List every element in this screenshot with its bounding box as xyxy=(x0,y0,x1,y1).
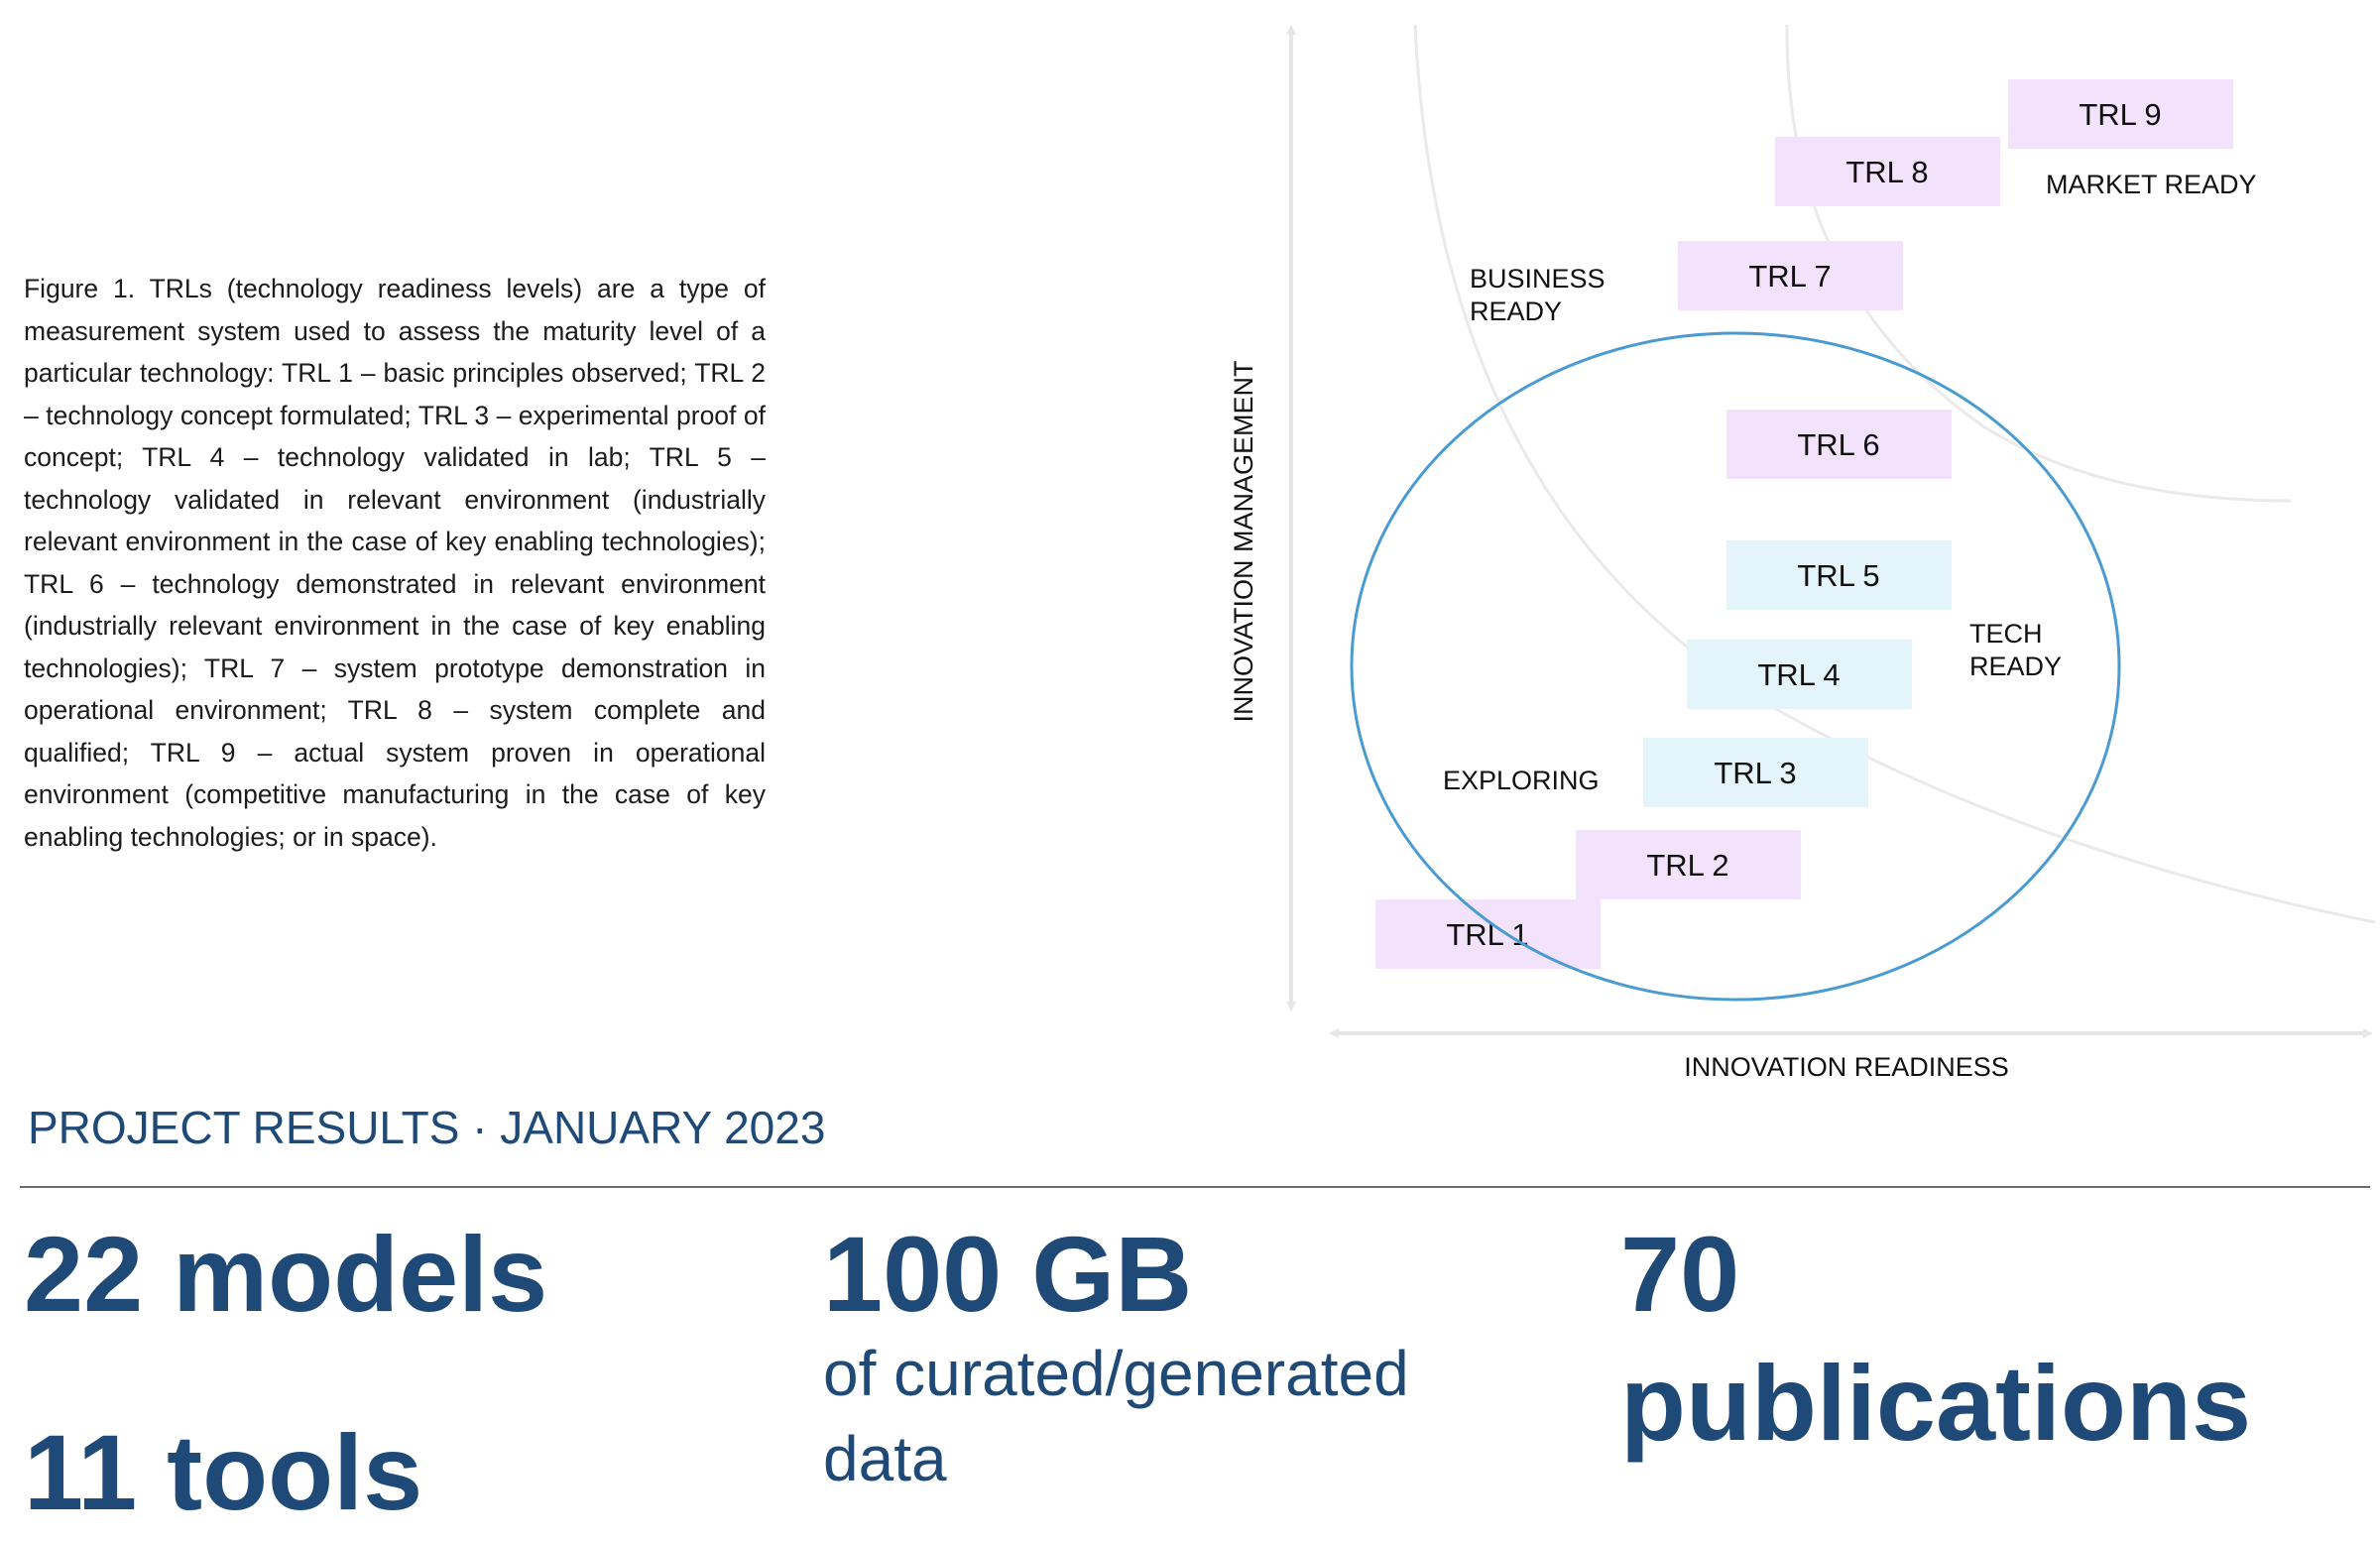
trl-label: TRL 4 xyxy=(1757,657,1840,692)
publications-label: publications xyxy=(1620,1343,2252,1463)
trl-level-7: TRL 7 xyxy=(1678,241,1903,310)
publications-count: 70 xyxy=(1620,1214,1740,1334)
section-divider xyxy=(20,1186,2370,1188)
trl-label: TRL 5 xyxy=(1797,558,1879,593)
data-description-line2: data xyxy=(823,1423,947,1494)
trl-box xyxy=(1775,137,2000,206)
models-count: 22 models xyxy=(24,1214,548,1334)
exploring-label: EXPLORING xyxy=(1443,766,1600,795)
trl-box xyxy=(1643,738,1868,807)
tech-ready-label-line1: TECH xyxy=(1969,619,2043,649)
trl-level-6: TRL 6 xyxy=(1726,410,1952,479)
trl-box xyxy=(1375,899,1601,969)
trl-label: TRL 3 xyxy=(1714,756,1796,790)
trl-level-4: TRL 4 xyxy=(1687,640,1912,709)
data-amount: 100 GB xyxy=(823,1214,1193,1334)
trl-label: TRL 2 xyxy=(1646,848,1728,883)
market-ready-label: MARKET READY xyxy=(2046,170,2257,199)
business-ready-label-line1: BUSINESS xyxy=(1470,264,1606,294)
trl-box xyxy=(1678,241,1903,310)
tools-count: 11 tools xyxy=(24,1412,423,1532)
trl-level-1: TRL 1 xyxy=(1375,899,1601,969)
trl-label: TRL 6 xyxy=(1797,427,1879,462)
trl-box xyxy=(1687,640,1912,709)
y-axis-label: INNOVATION MANAGEMENT xyxy=(1229,360,1258,722)
trl-level-2: TRL 2 xyxy=(1576,830,1801,899)
trl-label: TRL 7 xyxy=(1748,259,1831,294)
project-results-title: PROJECT RESULTS · JANUARY 2023 xyxy=(28,1102,826,1153)
trl-level-3: TRL 3 xyxy=(1643,738,1868,807)
trl-box xyxy=(1726,540,1952,610)
trl-level-9: TRL 9 xyxy=(2008,79,2233,149)
trl-box xyxy=(1576,830,1801,899)
business-ready-label-line2: READY xyxy=(1470,297,1562,326)
x-axis-label: INNOVATION READINESS xyxy=(1684,1052,2009,1082)
trl-box xyxy=(2008,79,2233,149)
tech-ready-label-line2: READY xyxy=(1969,652,2062,681)
trl-level-8: TRL 8 xyxy=(1775,137,2000,206)
trl-label: TRL 1 xyxy=(1446,917,1528,952)
trl-diagram: INNOVATION MANAGEMENT INNOVATION READINE… xyxy=(1229,24,2376,1082)
figure-caption: Figure 1. TRLs (technology readiness lev… xyxy=(24,274,766,852)
trl-box xyxy=(1726,410,1952,479)
data-description-line1: of curated/generated xyxy=(823,1338,1409,1409)
trl-label: TRL 9 xyxy=(2079,97,2161,132)
trl-level-5: TRL 5 xyxy=(1726,540,1952,610)
tech-ready-ellipse xyxy=(1350,331,2121,1002)
trl-label: TRL 8 xyxy=(1845,155,1928,189)
